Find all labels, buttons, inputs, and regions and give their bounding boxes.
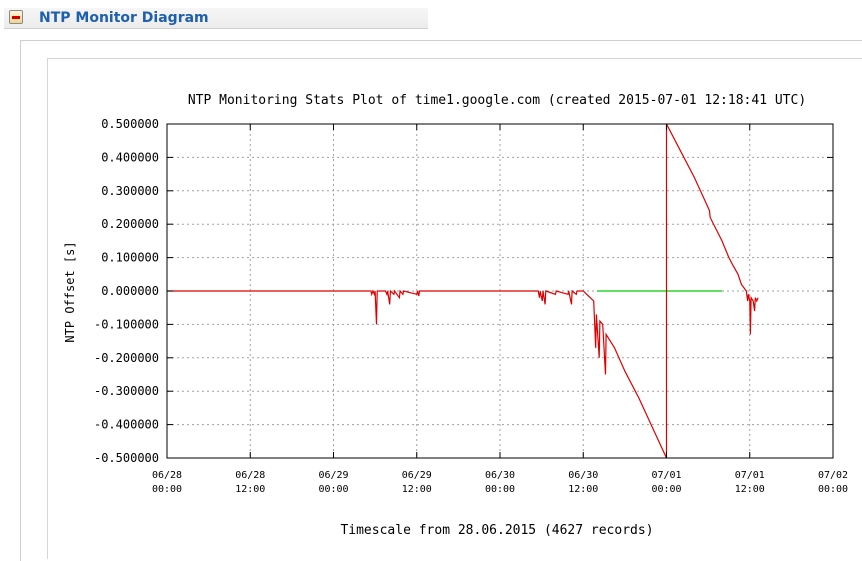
x-tick-time-label: 00:00 <box>651 484 681 495</box>
tick-layer: 0.500000 0.400000 0.300000 0.200000 0.100000… <box>94 117 848 495</box>
series-layer <box>167 123 759 459</box>
x-tick-date-label: 06/30 <box>568 470 598 481</box>
y-tick-label: 0.300000 <box>101 184 159 198</box>
x-tick-date-label: 06/28 <box>235 470 265 481</box>
x-tick-time-label: 00:00 <box>485 484 515 495</box>
x-tick-time-label: 12:00 <box>235 484 265 495</box>
x-tick-time-label: 00:00 <box>152 484 182 495</box>
y-tick-label: 0.500000 <box>101 117 159 131</box>
x-tick-date-label: 07/01 <box>735 470 765 481</box>
y-tick-label: -0.100000 <box>94 317 159 331</box>
y-tick-label: -0.300000 <box>94 384 159 398</box>
y-tick-label: 0.000000 <box>101 284 159 298</box>
series-line-1 <box>167 123 759 459</box>
outer-frame <box>20 40 862 561</box>
y-tick-label: 0.200000 <box>101 217 159 231</box>
y-axis-label: NTP Offset [s] <box>63 241 77 342</box>
y-tick-label: -0.500000 <box>94 451 159 465</box>
chart-title: NTP Monitoring Stats Plot of time1.googl… <box>188 93 806 108</box>
minus-bar <box>12 16 20 19</box>
x-tick-date-label: 06/30 <box>485 470 515 481</box>
x-tick-time-label: 00:00 <box>318 484 348 495</box>
x-tick-time-label: 12:00 <box>402 484 432 495</box>
x-tick-date-label: 06/29 <box>402 470 432 481</box>
x-tick-date-label: 06/29 <box>318 470 348 481</box>
inner-frame <box>47 58 862 559</box>
x-axis-label: Timescale from 28.06.2015 (4627 records) <box>340 523 653 538</box>
y-tick-label: 0.100000 <box>101 251 159 265</box>
x-tick-time-label: 12:00 <box>735 484 765 495</box>
ntp-offset-chart: NTP Monitoring Stats Plot of time1.googl… <box>63 93 848 538</box>
grid-layer <box>167 124 833 458</box>
minus-icon[interactable] <box>9 10 23 24</box>
x-tick-time-label: 12:00 <box>568 484 598 495</box>
y-tick-label: -0.200000 <box>94 351 159 365</box>
x-tick-time-label: 00:00 <box>818 484 848 495</box>
y-tick-label: 0.400000 <box>101 150 159 164</box>
panel-title: NTP Monitor Diagram <box>39 10 209 26</box>
x-tick-date-label: 07/01 <box>651 470 681 481</box>
x-tick-date-label: 06/28 <box>152 470 182 481</box>
y-tick-label: -0.400000 <box>94 418 159 432</box>
x-tick-date-label: 07/02 <box>818 470 848 481</box>
panel-header: NTP Monitor Diagram <box>4 8 428 29</box>
